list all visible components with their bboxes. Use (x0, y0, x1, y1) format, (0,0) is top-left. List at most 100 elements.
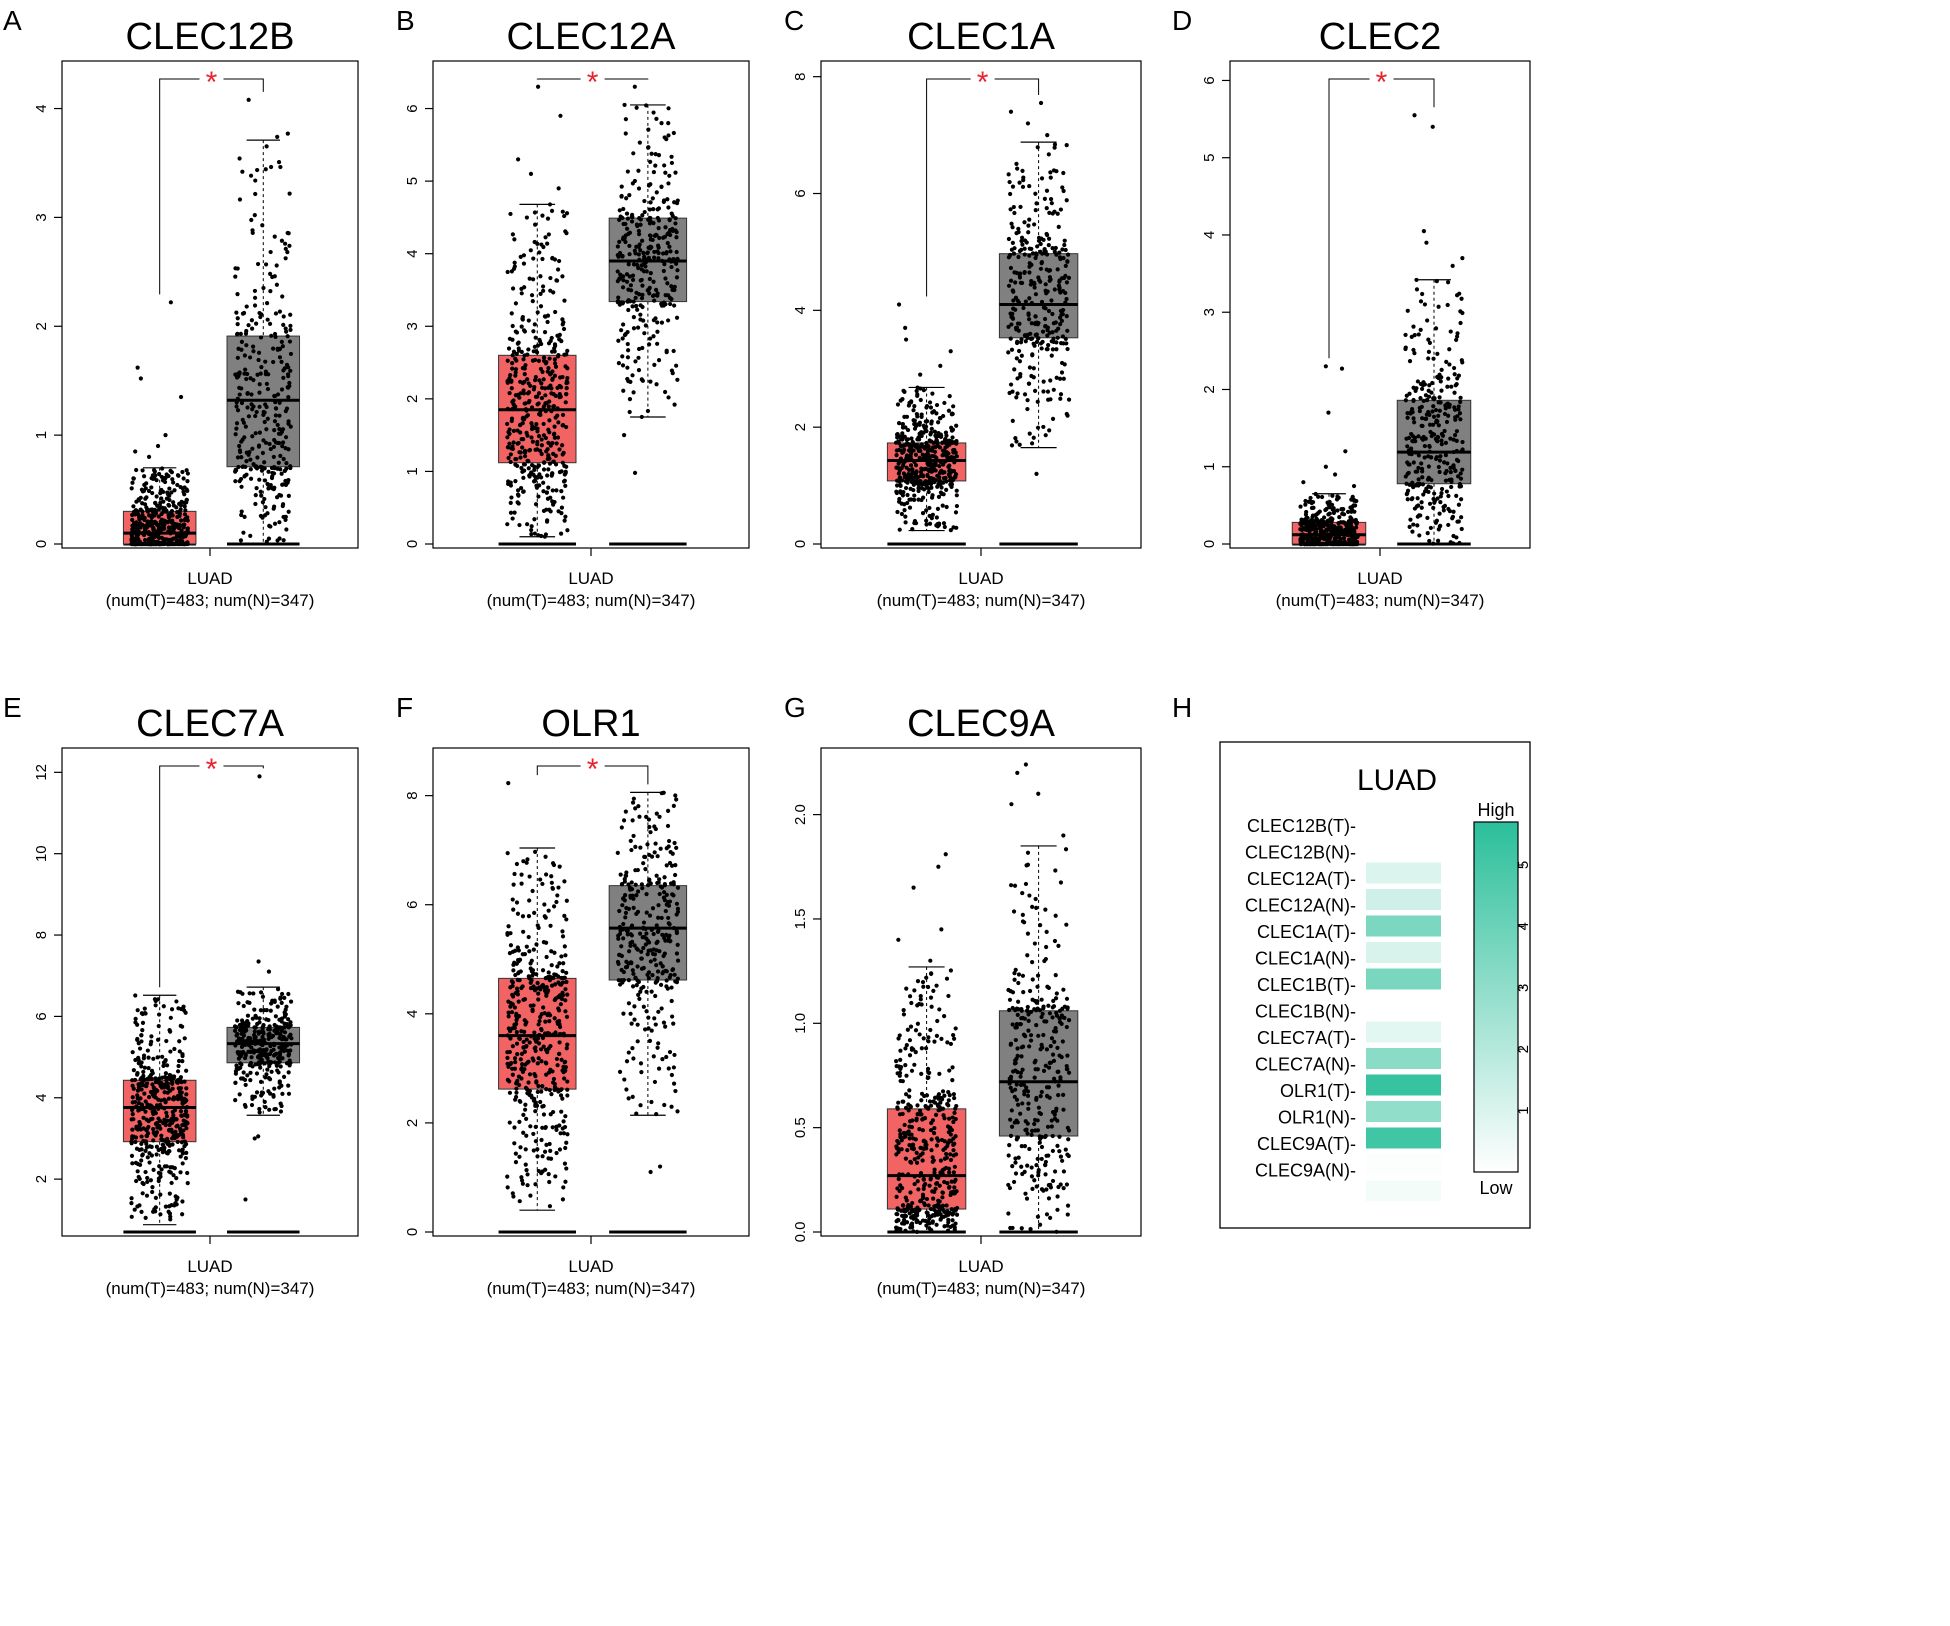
normal-data-point (660, 964, 665, 969)
normal-data-point (631, 971, 636, 976)
tumor-data-point (536, 358, 542, 363)
tumor-data-point (164, 1038, 169, 1044)
normal-data-point (1040, 339, 1045, 344)
x-axis-label: LUAD (187, 1257, 232, 1276)
tumor-data-point (915, 414, 920, 419)
normal-data-point (668, 228, 673, 233)
tumor-data-point (1327, 511, 1332, 516)
tumor-data-point (134, 467, 139, 473)
tumor-data-point (143, 496, 148, 501)
tumor-data-point (540, 385, 545, 390)
tumor-data-point (543, 393, 548, 398)
tumor-data-point (135, 1037, 140, 1043)
normal-data-point (1064, 341, 1069, 346)
normal-data-point (628, 960, 633, 965)
normal-data-point (626, 231, 631, 236)
tumor-data-point (530, 1008, 535, 1014)
normal-data-point (674, 275, 680, 280)
normal-data-point (625, 355, 631, 360)
tumor-data-point (912, 518, 918, 524)
normal-data-point (641, 984, 646, 990)
tumor-data-point (539, 1059, 544, 1064)
tumor-data-point (561, 1185, 566, 1190)
tumor-data-point (521, 1039, 526, 1045)
tumor-data-point (535, 1089, 540, 1095)
normal-data-point (262, 460, 267, 465)
tumor-data-point (541, 1005, 546, 1010)
normal-data-point (638, 1103, 643, 1108)
normal-data-point (280, 344, 285, 349)
normal-data-point (636, 228, 642, 234)
tumor-data-point (552, 361, 558, 366)
normal-data-point (675, 885, 681, 890)
normal-data-point (288, 312, 293, 317)
tumor-data-point (527, 276, 532, 281)
tumor-data-point (547, 1013, 553, 1018)
tumor-data-point (551, 459, 556, 464)
normal-data-point (621, 936, 626, 941)
tumor-data-point (1308, 495, 1313, 501)
normal-data-point (278, 1101, 283, 1106)
normal-data-point (264, 1008, 269, 1013)
tumor-data-point (508, 211, 513, 217)
normal-data-point (1419, 386, 1425, 392)
normal-data-point (1050, 347, 1055, 352)
normal-data-point (1046, 236, 1052, 241)
tumor-data-point (948, 482, 953, 487)
normal-data-point (1027, 217, 1032, 222)
tumor-data-point (523, 1062, 528, 1067)
normal-data-point (256, 1134, 261, 1139)
normal-data-point (648, 271, 653, 276)
tumor-data-point (145, 1048, 150, 1053)
normal-data-point (674, 845, 679, 850)
tumor-data-point (548, 1112, 553, 1117)
normal-data-point (1061, 170, 1066, 176)
normal-data-point (631, 905, 636, 910)
normal-data-point (621, 206, 626, 212)
tumor-data-point (1343, 449, 1348, 454)
tumor-data-point (903, 473, 908, 479)
tumor-data-point (179, 1090, 184, 1095)
normal-data-point (659, 301, 664, 306)
normal-data-point (1454, 337, 1459, 343)
tumor-data-point (160, 1054, 165, 1059)
tumor-data-point (178, 1023, 183, 1028)
normal-data-point (246, 452, 251, 457)
normal-data-point (281, 1035, 286, 1040)
tumor-data-point (532, 1071, 537, 1077)
normal-data-point (1049, 201, 1054, 206)
normal-data-point (617, 908, 622, 914)
normal-data-point (1027, 296, 1032, 301)
tumor-data-point (526, 347, 531, 352)
tumor-data-point (527, 874, 532, 879)
tumor-data-point (514, 1080, 519, 1085)
tumor-data-point (520, 984, 525, 989)
normal-data-point (1011, 204, 1016, 210)
normal-data-point (673, 872, 678, 878)
tumor-data-point (171, 500, 176, 505)
normal-data-point (665, 240, 670, 246)
normal-data-point (636, 168, 641, 173)
tumor-data-point (902, 508, 907, 513)
normal-data-point (645, 251, 650, 256)
normal-data-point (669, 160, 675, 166)
tumor-data-point (925, 472, 930, 478)
normal-data-point (663, 276, 668, 281)
tumor-data-point (508, 373, 513, 378)
normal-data-point (632, 470, 638, 475)
normal-data-point (1414, 277, 1419, 283)
normal-data-point (643, 1027, 648, 1032)
tumor-data-point (539, 437, 544, 442)
normal-data-point (1428, 429, 1433, 435)
tumor-data-point (536, 1022, 541, 1027)
normal-data-point (239, 1062, 244, 1067)
tumor-data-point (512, 1005, 517, 1010)
tumor-data-point (903, 520, 908, 525)
normal-data-point (634, 105, 639, 110)
tumor-data-point (130, 517, 135, 522)
tumor-data-point (527, 976, 532, 981)
normal-data-point (647, 207, 652, 212)
normal-data-point (669, 297, 674, 302)
tumor-data-point (136, 541, 141, 547)
